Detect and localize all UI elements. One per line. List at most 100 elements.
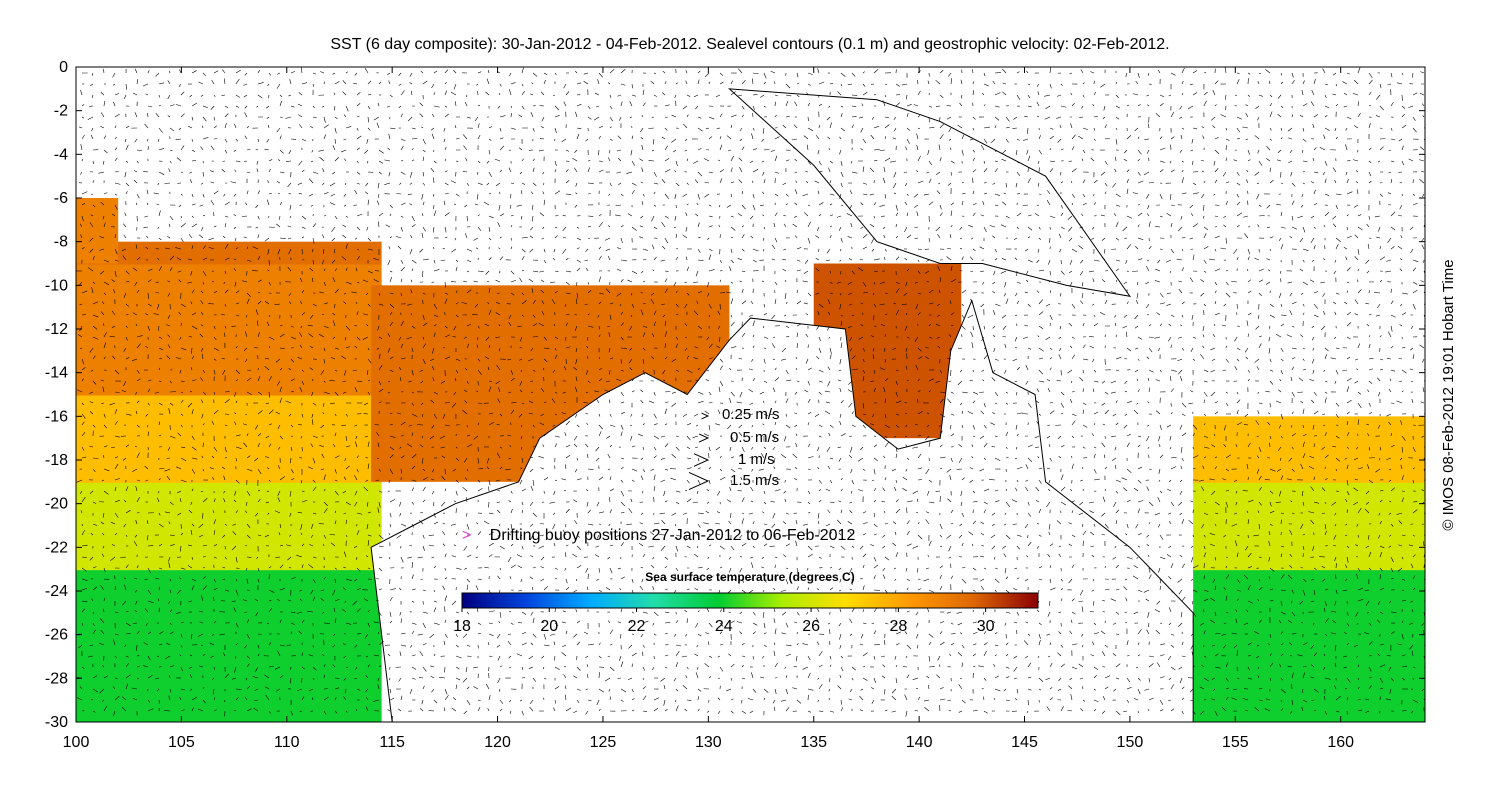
velocity-arrow — [1092, 278, 1095, 283]
velocity-arrow — [697, 148, 702, 151]
velocity-arrow — [913, 193, 919, 198]
velocity-arrow — [455, 259, 459, 262]
velocity-arrow — [399, 182, 402, 185]
velocity-arrow — [928, 178, 932, 184]
velocity-arrow — [134, 281, 138, 287]
velocity-arrow — [752, 320, 755, 327]
velocity-arrow — [288, 193, 292, 195]
velocity-arrow — [1324, 160, 1328, 166]
velocity-arrow — [906, 268, 910, 272]
velocity-arrow — [840, 237, 843, 243]
velocity-arrow — [839, 259, 842, 262]
velocity-arrow — [631, 182, 637, 186]
velocity-arrow — [818, 81, 825, 85]
velocity-arrow — [664, 169, 671, 173]
velocity-arrow — [1258, 335, 1263, 338]
velocity-arrow — [1071, 103, 1075, 107]
velocity-arrow — [377, 325, 380, 331]
velocity-arrow — [981, 92, 985, 96]
velocity-arrow — [1159, 169, 1164, 173]
velocity-arrow — [246, 314, 248, 318]
velocity-arrow — [730, 155, 735, 162]
velocity-arrow — [939, 277, 942, 283]
velocity-arrow — [620, 322, 624, 327]
velocity-arrow — [223, 193, 226, 197]
velocity-arrow — [760, 94, 765, 98]
velocity-arrow — [639, 225, 644, 228]
velocity-arrow — [1256, 193, 1260, 200]
velocity-arrow — [1191, 314, 1194, 320]
velocity-arrow — [661, 136, 666, 140]
velocity-arrow — [851, 355, 856, 360]
velocity-arrow — [1114, 322, 1117, 327]
velocity-arrow — [1016, 281, 1021, 284]
velocity-arrow — [785, 83, 791, 89]
velocity-arrow — [332, 145, 336, 151]
velocity-arrow — [111, 310, 116, 316]
velocity-arrow — [299, 301, 303, 305]
velocity-arrow — [1379, 83, 1382, 89]
velocity-arrow — [859, 258, 864, 261]
velocity-arrow — [144, 215, 149, 218]
velocity-arrow — [1060, 148, 1064, 151]
velocity-arrow — [1212, 125, 1216, 129]
velocity-arrow — [620, 278, 624, 283]
velocity-arrow — [803, 135, 809, 140]
velocity-arrow — [859, 116, 864, 119]
velocity-arrow — [264, 358, 270, 360]
velocity-arrow — [1002, 325, 1007, 330]
velocity-arrow — [1203, 246, 1209, 250]
velocity-arrow — [156, 203, 160, 206]
velocity-arrow — [1189, 204, 1194, 209]
velocity-arrow — [1192, 70, 1198, 74]
velocity-arrow — [719, 279, 721, 283]
velocity-arrow — [421, 232, 424, 239]
velocity-arrow — [235, 247, 239, 250]
velocity-arrow — [860, 226, 864, 229]
velocity-arrow — [466, 270, 470, 273]
velocity-arrow — [1236, 347, 1241, 351]
velocity-arrow — [1082, 202, 1087, 206]
velocity-arrow — [1192, 92, 1198, 96]
velocity-arrow — [353, 82, 358, 85]
velocity-arrow — [322, 168, 325, 173]
velocity-arrow — [411, 325, 416, 329]
velocity-arrow — [521, 314, 524, 317]
velocity-arrow — [1268, 80, 1271, 85]
velocity-arrow — [1122, 226, 1128, 232]
velocity-arrow — [343, 301, 347, 305]
velocity-arrow — [1016, 71, 1020, 74]
velocity-arrow — [1049, 83, 1052, 89]
velocity-arrow — [994, 160, 998, 163]
velocity-arrow — [1286, 334, 1293, 338]
velocity-arrow — [708, 136, 713, 140]
velocity-arrow — [1181, 237, 1186, 239]
velocity-arrow — [554, 235, 558, 239]
velocity-arrow — [1265, 281, 1271, 285]
velocity-arrow — [1068, 237, 1073, 242]
velocity-arrow — [1005, 182, 1007, 188]
velocity-arrow — [1202, 135, 1205, 140]
velocity-arrow — [928, 237, 930, 242]
velocity-arrow — [651, 215, 655, 222]
velocity-arrow — [510, 225, 513, 228]
velocity-arrow — [1346, 281, 1350, 283]
velocity-arrow — [807, 292, 812, 297]
velocity-arrow — [1115, 259, 1121, 262]
velocity-arrow — [312, 72, 316, 75]
velocity-arrow — [287, 182, 292, 188]
velocity-arrow — [648, 127, 655, 129]
velocity-arrow — [982, 281, 985, 285]
velocity-arrow — [818, 336, 821, 342]
velocity-arrow — [1280, 226, 1286, 229]
velocity-arrow — [1277, 114, 1282, 118]
velocity-arrow — [334, 138, 336, 144]
velocity-arrow — [1015, 292, 1018, 297]
velocity-arrow — [1144, 138, 1150, 140]
velocity-arrow — [906, 94, 908, 100]
velocity-arrow — [1069, 72, 1073, 75]
velocity-arrow — [268, 259, 270, 266]
velocity-arrow — [792, 147, 798, 151]
velocity-arrow — [983, 126, 990, 129]
velocity-arrow — [862, 291, 869, 294]
